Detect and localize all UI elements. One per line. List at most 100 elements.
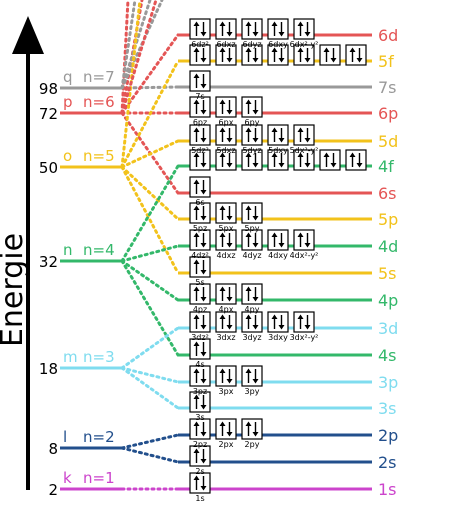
level-label-4s: 4s bbox=[378, 346, 397, 365]
level-label-7s: 7s bbox=[378, 78, 397, 97]
orbital-box bbox=[267, 229, 289, 251]
orbital-label: 6pz bbox=[193, 118, 207, 127]
orbital-3p-1: 3pz bbox=[189, 365, 211, 396]
spin-down-arrow-icon bbox=[278, 163, 285, 168]
energy-axis-label: Energie bbox=[0, 233, 30, 347]
orbital-label: 6py bbox=[245, 118, 260, 127]
spin-down-arrow-icon bbox=[252, 163, 259, 168]
shell-n-o: n=5 bbox=[83, 147, 115, 165]
spin-up-arrow-icon bbox=[193, 314, 200, 319]
orbital-4f-2 bbox=[215, 149, 237, 171]
shell-letter-n: n bbox=[63, 241, 73, 259]
orbital-label: 4s bbox=[195, 360, 204, 369]
level-label-3d: 3d bbox=[378, 319, 398, 338]
orbital-box bbox=[189, 418, 211, 440]
orbital-6s-1: 6s bbox=[189, 176, 211, 207]
orbital-label: 5pz bbox=[193, 224, 207, 233]
orbital-box bbox=[215, 283, 237, 305]
orbital-label: 3pz bbox=[193, 387, 207, 396]
orbital-box bbox=[267, 18, 289, 40]
shell-n-p: n=6 bbox=[83, 93, 115, 111]
orbital-label: 4dyz bbox=[242, 251, 261, 260]
orbital-3d-3: 3dyz bbox=[241, 311, 263, 342]
shell-value-q: 98 bbox=[39, 80, 58, 98]
orbital-6d-5: 6dx²-y² bbox=[290, 18, 318, 49]
orbital-6p-1: 6pz bbox=[189, 96, 211, 127]
level-label-6d: 6d bbox=[378, 26, 398, 45]
spin-down-arrow-icon bbox=[200, 352, 207, 357]
level-label-5s: 5s bbox=[378, 264, 397, 283]
orbital-5f-7 bbox=[345, 44, 367, 66]
spin-up-arrow-icon bbox=[323, 152, 330, 157]
orbital-box bbox=[293, 311, 315, 333]
level-label-4d: 4d bbox=[378, 237, 398, 256]
spin-down-arrow-icon bbox=[200, 32, 207, 37]
spin-up-arrow-icon bbox=[219, 152, 226, 157]
spin-up-arrow-icon bbox=[271, 232, 278, 237]
spin-down-arrow-icon bbox=[252, 297, 259, 302]
spin-up-arrow-icon bbox=[193, 99, 200, 104]
connector-6d bbox=[120, 33, 180, 115]
shell-value-l: 8 bbox=[48, 440, 58, 458]
spin-up-arrow-icon bbox=[193, 47, 200, 52]
level-label-2s: 2s bbox=[378, 453, 397, 472]
connector-overflow-3 bbox=[120, 0, 152, 90]
orbital-box bbox=[215, 124, 237, 146]
spin-down-arrow-icon bbox=[200, 163, 207, 168]
orbital-box bbox=[241, 283, 263, 305]
orbital-4d-5: 4dx²-y² bbox=[290, 229, 319, 260]
shell-value-n: 32 bbox=[39, 253, 58, 271]
orbital-4f-4 bbox=[267, 149, 289, 171]
orbital-4s-1: 4s bbox=[189, 338, 211, 369]
orbital-box bbox=[189, 70, 211, 92]
spin-down-arrow-icon bbox=[304, 325, 311, 330]
spin-up-arrow-icon bbox=[271, 152, 278, 157]
orbital-7s-1: 7s bbox=[189, 70, 211, 101]
spin-up-arrow-icon bbox=[193, 259, 200, 264]
orbital-box bbox=[189, 365, 211, 387]
orbital-4f-5 bbox=[293, 149, 315, 171]
orbital-5s-1: 5s bbox=[189, 256, 211, 287]
shell-letter-l: l bbox=[63, 428, 67, 446]
spin-down-arrow-icon bbox=[252, 325, 259, 330]
orbital-4d-3: 4dyz bbox=[241, 229, 263, 260]
orbital-label: 4py bbox=[245, 305, 260, 314]
connector-overflow-1 bbox=[120, 0, 130, 115]
spin-down-arrow-icon bbox=[330, 58, 337, 63]
orbital-label: 3s bbox=[195, 413, 204, 422]
spin-down-arrow-icon bbox=[252, 58, 259, 63]
shell-letter-m: m bbox=[63, 348, 78, 366]
energy-levels: 1s 2s 2p 3s 3p 4s 3d 4p 5s 4d 5p 6s 4f 5d 6p 7s 5f 6d bbox=[178, 26, 398, 499]
connector-5s bbox=[120, 165, 180, 275]
orbital-5p-1: 5pz bbox=[189, 202, 211, 233]
orbital-label: 4dx²-y² bbox=[290, 251, 319, 260]
spin-down-arrow-icon bbox=[252, 432, 259, 437]
orbital-box bbox=[215, 365, 237, 387]
orbital-5p-3: 5py bbox=[241, 202, 263, 233]
spin-up-arrow-icon bbox=[323, 47, 330, 52]
spin-up-arrow-icon bbox=[219, 47, 226, 52]
orbital-label: 1s bbox=[195, 494, 204, 503]
spin-down-arrow-icon bbox=[226, 138, 233, 143]
connector-4s bbox=[120, 259, 180, 357]
level-label-2p: 2p bbox=[378, 426, 398, 445]
orbital-label: 3dxz bbox=[216, 333, 235, 342]
spin-up-arrow-icon bbox=[245, 152, 252, 157]
spin-up-arrow-icon bbox=[349, 47, 356, 52]
orbital-label: 5s bbox=[195, 278, 204, 287]
orbital-label: 2pz bbox=[193, 440, 207, 449]
orbital-box bbox=[345, 149, 367, 171]
spin-up-arrow-icon bbox=[193, 448, 200, 453]
spin-up-arrow-icon bbox=[245, 314, 252, 319]
orbital-box bbox=[241, 418, 263, 440]
spin-up-arrow-icon bbox=[219, 205, 226, 210]
orbital-3d-1: 3dz² bbox=[189, 311, 211, 342]
spin-up-arrow-icon bbox=[245, 47, 252, 52]
spin-down-arrow-icon bbox=[252, 32, 259, 37]
orbital-5d-3: 5dyz bbox=[241, 124, 263, 155]
shell-value-k: 2 bbox=[48, 481, 58, 499]
orbital-box bbox=[215, 418, 237, 440]
spin-up-arrow-icon bbox=[193, 205, 200, 210]
